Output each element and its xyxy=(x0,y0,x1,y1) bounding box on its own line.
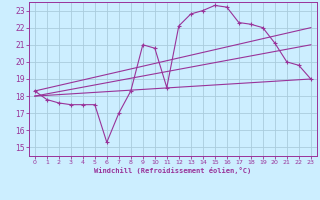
X-axis label: Windchill (Refroidissement éolien,°C): Windchill (Refroidissement éolien,°C) xyxy=(94,167,252,174)
